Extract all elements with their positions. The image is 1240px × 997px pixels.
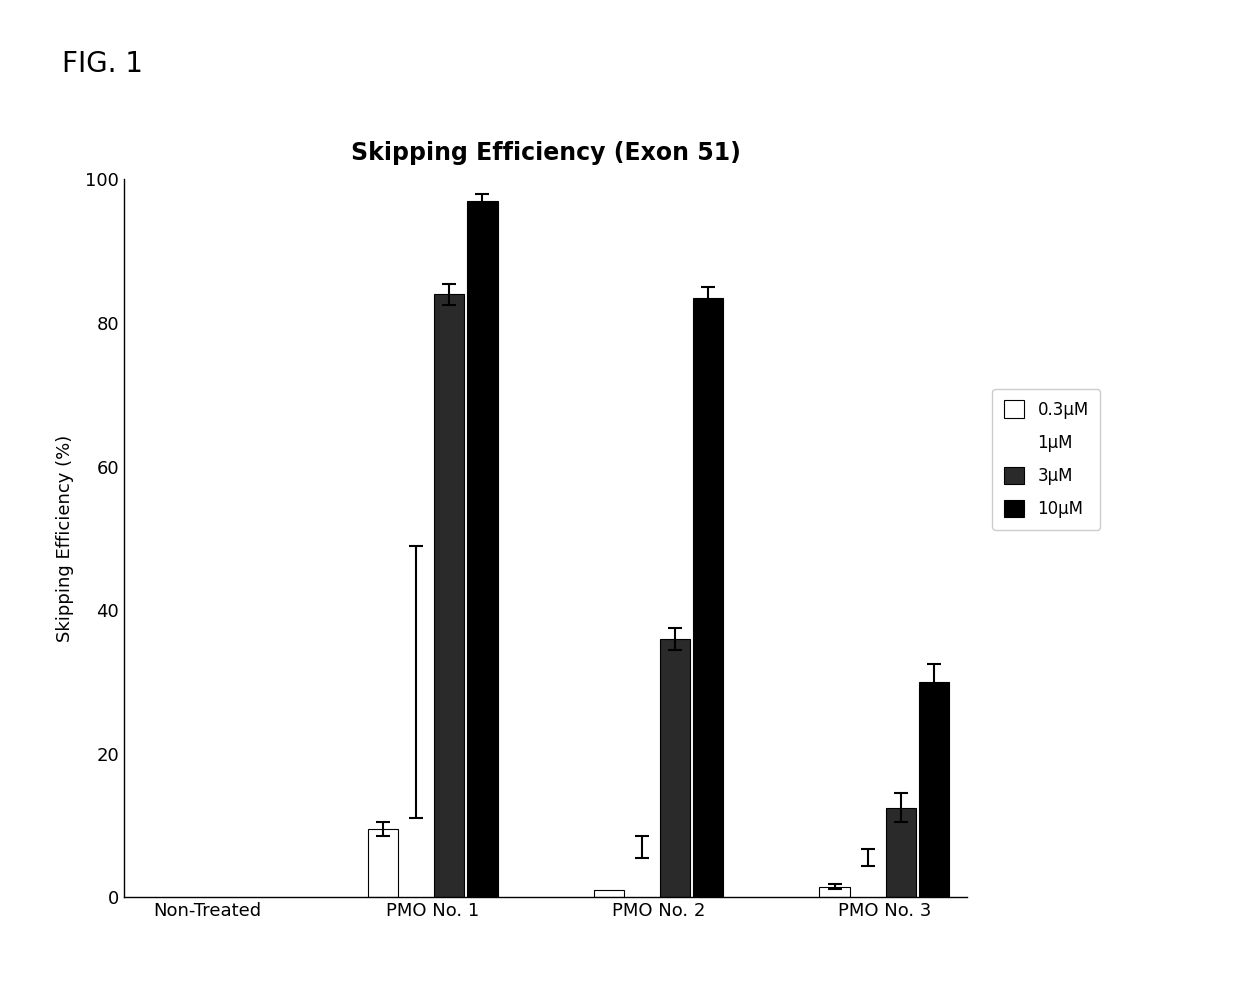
Text: FIG. 1: FIG. 1 xyxy=(62,50,143,78)
Y-axis label: Skipping Efficiency (%): Skipping Efficiency (%) xyxy=(56,435,74,642)
Bar xyxy=(919,682,950,897)
Legend: 0.3μM, 1μM, 3μM, 10μM: 0.3μM, 1μM, 3μM, 10μM xyxy=(992,389,1100,529)
Bar xyxy=(467,201,497,897)
Bar xyxy=(368,830,398,897)
Bar xyxy=(660,639,691,897)
Bar xyxy=(434,294,465,897)
Bar xyxy=(885,808,916,897)
Bar xyxy=(693,298,723,897)
Bar xyxy=(820,886,849,897)
Bar xyxy=(594,890,624,897)
Title: Skipping Efficiency (Exon 51): Skipping Efficiency (Exon 51) xyxy=(351,141,740,166)
